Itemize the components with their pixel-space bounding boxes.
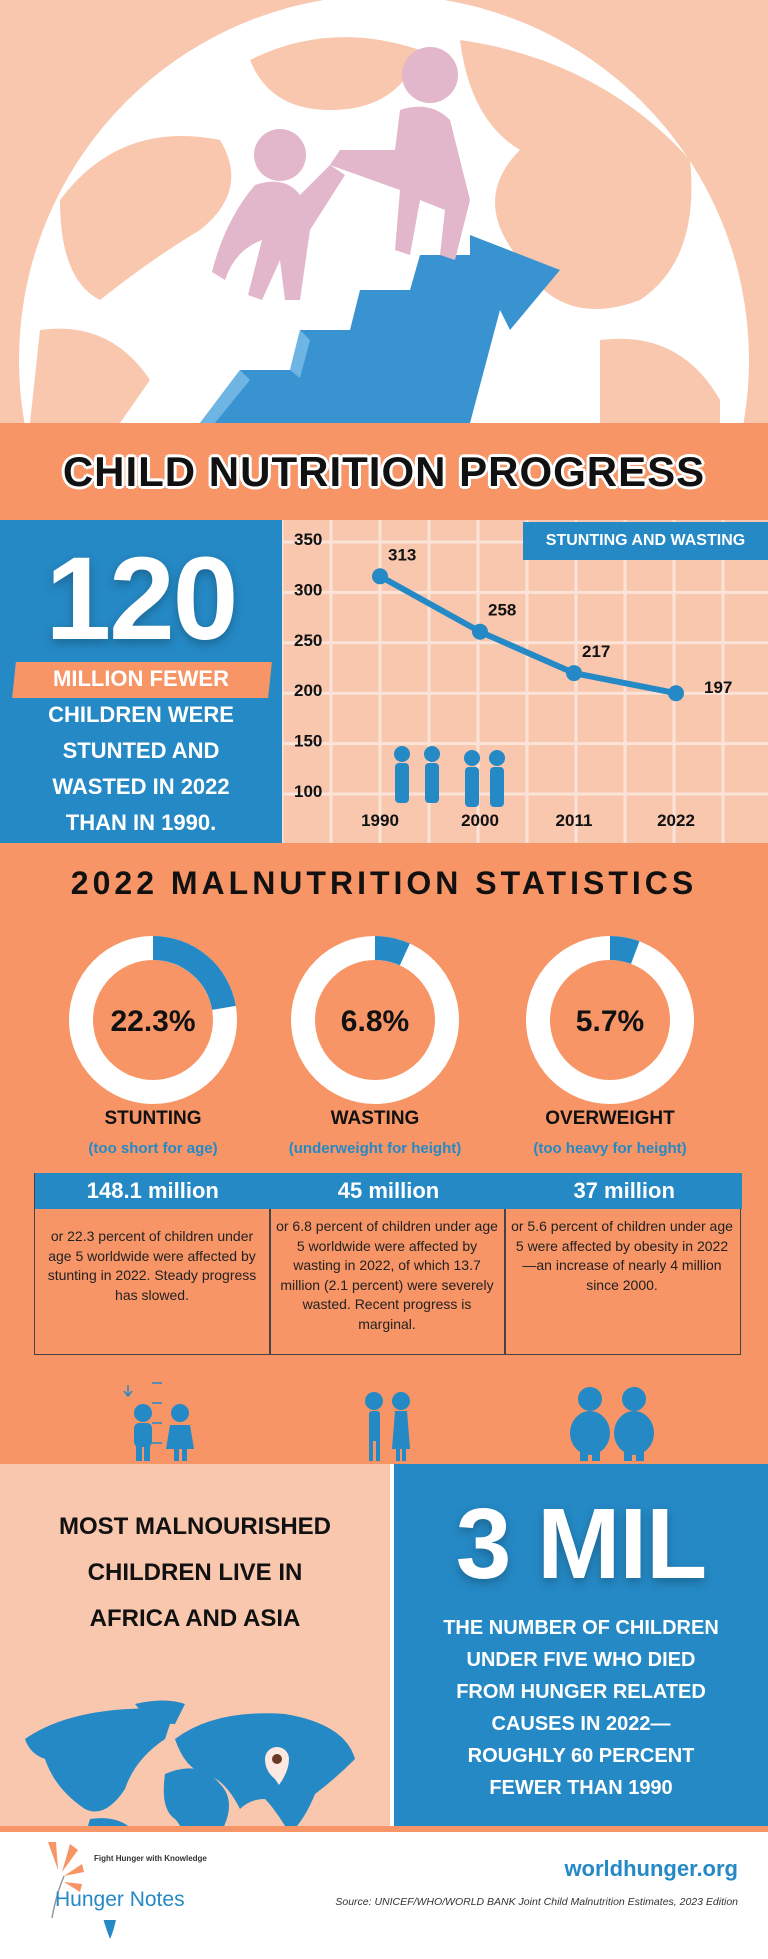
deaths-line: ROUGHLY 60 PERCENT bbox=[467, 1745, 695, 1767]
series-line bbox=[378, 573, 677, 697]
x-tick-label: 2000 bbox=[461, 811, 499, 830]
data-label: 313 bbox=[388, 545, 416, 564]
child-icon bbox=[464, 750, 480, 766]
headline-stat-panel: 120 MILLION FEWER CHILDREN WERE STUNTED … bbox=[0, 520, 282, 843]
stunted-children-icon bbox=[123, 1382, 194, 1461]
stats-table: 148.1 million 45 million 37 million or 2… bbox=[34, 1173, 742, 1355]
donut-sublabel: (too heavy for height) bbox=[533, 1140, 687, 1157]
overweight-children-icon bbox=[570, 1387, 654, 1461]
children-icons-row bbox=[123, 1382, 654, 1461]
divider bbox=[269, 1209, 271, 1354]
headline-line: STUNTED AND bbox=[62, 738, 220, 763]
table-cell: or 5.6 percent of children under age 5 w… bbox=[511, 1218, 733, 1293]
blue-staircase-arrow-icon bbox=[200, 235, 560, 423]
section-title: 2022 MALNUTRITION STATISTICS bbox=[70, 865, 698, 901]
footer: Fight Hunger with Knowledge Hunger Notes… bbox=[0, 1826, 768, 1920]
title-band: CHILD NUTRITION PROGRESS bbox=[0, 423, 768, 520]
donut-chart: 6.8% bbox=[291, 936, 459, 1104]
data-point bbox=[372, 568, 388, 585]
data-label: 258 bbox=[488, 601, 516, 620]
child-icon bbox=[424, 746, 440, 762]
header-cell: 45 million bbox=[337, 1178, 440, 1203]
table-cell: or 6.8 percent of children under age 5 w… bbox=[276, 1218, 498, 1332]
child-icon bbox=[395, 763, 409, 803]
stats-table-header: 148.1 million 45 million 37 million bbox=[35, 1173, 742, 1209]
x-tick-label: 1990 bbox=[361, 811, 399, 830]
deaths-line: UNDER FIVE WHO DIED bbox=[466, 1649, 696, 1671]
donut-sublabel: (too short for age) bbox=[88, 1140, 218, 1157]
y-tick-label: 300 bbox=[294, 580, 322, 599]
donut-chart: 22.3% bbox=[69, 936, 237, 1104]
x-tick-label: 2011 bbox=[556, 811, 593, 830]
y-tick-label: 250 bbox=[294, 631, 322, 650]
headline-number: 120 bbox=[45, 533, 239, 665]
x-tick-label: 2022 bbox=[657, 811, 695, 830]
page-title: CHILD NUTRITION PROGRESS bbox=[62, 447, 706, 495]
hero-illustration bbox=[0, 0, 768, 423]
child-icon bbox=[425, 763, 439, 803]
logo-tagline: Fight Hunger with Knowledge bbox=[94, 1854, 207, 1863]
website-link[interactable]: worldhunger.org bbox=[564, 1856, 738, 1881]
deaths-line: FEWER THAN 1990 bbox=[489, 1777, 673, 1799]
headline-line: THAN IN 1990. bbox=[65, 810, 217, 835]
data-point bbox=[668, 685, 684, 702]
child-icon bbox=[394, 746, 410, 762]
logo-name: Hunger Notes bbox=[55, 1888, 185, 1911]
donut-label: STUNTING bbox=[104, 1108, 202, 1129]
deaths-text: THE NUMBER OF CHILDREN UNDER FIVE WHO DI… bbox=[394, 1612, 768, 1804]
hunger-notes-logo-icon bbox=[48, 1842, 84, 1919]
donut-percent: 22.3% bbox=[110, 1005, 195, 1038]
donut-chart: 5.7% bbox=[526, 936, 694, 1104]
y-tick-label: 150 bbox=[294, 732, 322, 751]
table-cell: or 22.3 percent of children under age 5 … bbox=[47, 1228, 257, 1303]
deaths-number: 3 MIL bbox=[455, 1488, 708, 1600]
donut-label: WASTING bbox=[330, 1108, 420, 1129]
data-point bbox=[472, 623, 488, 640]
child-icon bbox=[489, 750, 505, 766]
y-tick-label: 350 bbox=[294, 530, 322, 549]
donut-sublabel: (underweight for height) bbox=[288, 1140, 462, 1157]
helping-hand-figures bbox=[212, 47, 470, 300]
donut-label: OVERWEIGHT bbox=[545, 1108, 675, 1129]
header-cell: 37 million bbox=[573, 1178, 675, 1203]
header-cell: 148.1 million bbox=[86, 1178, 219, 1203]
donut-segment bbox=[69, 936, 237, 1104]
headline-highlight: MILLION FEWER bbox=[53, 666, 229, 691]
donut-segment bbox=[291, 936, 459, 1104]
continents bbox=[30, 37, 720, 423]
donut-percent: 6.8% bbox=[341, 1005, 409, 1038]
chart-legend: STUNTING AND WASTING bbox=[523, 522, 768, 560]
location-pin-icon bbox=[265, 1747, 289, 1785]
y-tick-label: 200 bbox=[294, 681, 322, 700]
regions-line: AFRICA AND ASIA bbox=[89, 1605, 301, 1632]
divider bbox=[504, 1209, 506, 1354]
line-chart: 350 300 250 200 150 100 1990 2000 2011 2022 313 258… bbox=[282, 520, 768, 843]
deaths-line: CAUSES IN 2022— bbox=[491, 1713, 671, 1735]
donut-segment bbox=[526, 936, 694, 1104]
regions-line: MOST MALNOURISHED bbox=[59, 1513, 331, 1540]
headline-line: WASTED IN 2022 bbox=[52, 774, 230, 799]
data-label: 217 bbox=[582, 642, 610, 661]
data-point bbox=[566, 665, 582, 682]
wasted-children-icon bbox=[365, 1392, 410, 1461]
donut-percent: 5.7% bbox=[576, 1005, 644, 1038]
globe-helping-hand-illustration bbox=[19, 0, 749, 423]
regions-panel: MOST MALNOURISHED CHILDREN LIVE IN AFRIC… bbox=[0, 1464, 390, 1939]
child-icon bbox=[465, 767, 479, 807]
stunting-wasting-section: 120 MILLION FEWER CHILDREN WERE STUNTED … bbox=[0, 520, 768, 843]
malnutrition-stats-section: 2022 MALNUTRITION STATISTICS 22.3% STUNT… bbox=[0, 843, 768, 1464]
regions-text: MOST MALNOURISHED CHILDREN LIVE IN AFRIC… bbox=[0, 1504, 390, 1642]
deaths-line: THE NUMBER OF CHILDREN bbox=[443, 1617, 719, 1639]
source-note: Source: UNICEF/WHO/WORLD BANK Joint Chil… bbox=[335, 1896, 738, 1908]
deaths-panel: 3 MIL THE NUMBER OF CHILDREN UNDER FIVE … bbox=[394, 1464, 768, 1826]
data-label: 197 bbox=[704, 678, 732, 697]
deaths-line: FROM HUNGER RELATED bbox=[456, 1681, 706, 1703]
headline-line: CHILDREN WERE bbox=[48, 702, 234, 727]
child-icon bbox=[490, 767, 504, 807]
regions-line: CHILDREN LIVE IN bbox=[87, 1559, 303, 1586]
y-tick-label: 100 bbox=[294, 782, 322, 801]
